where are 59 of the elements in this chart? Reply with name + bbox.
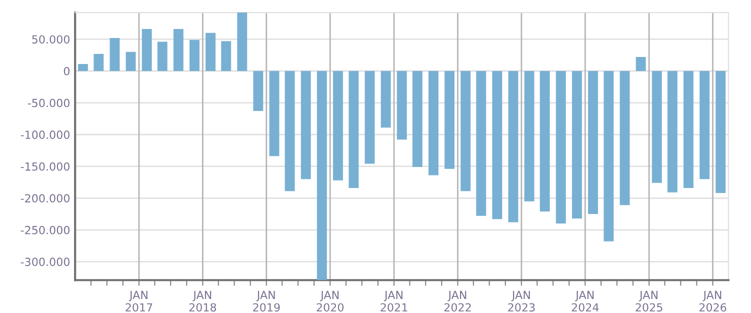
bar	[190, 40, 200, 71]
bar	[667, 71, 678, 192]
bar	[604, 71, 614, 242]
bar	[333, 71, 343, 180]
x-tick-label: JAN 2018	[189, 290, 216, 312]
x-tick-label: JAN 2023	[508, 290, 535, 312]
bar	[364, 71, 375, 164]
bar	[78, 64, 88, 71]
bar	[126, 52, 136, 71]
bar	[284, 71, 295, 192]
x-tick-label: JAN 2022	[444, 290, 471, 312]
y-tick-label: -100.000	[20, 130, 70, 139]
x-tick-label: JAN 2025	[636, 290, 662, 312]
bar	[94, 54, 104, 71]
bar	[524, 71, 534, 202]
bar	[428, 71, 438, 176]
bar	[110, 38, 120, 71]
bar	[444, 71, 454, 169]
x-tick-label: JAN 2017	[126, 290, 152, 312]
bar	[492, 71, 502, 220]
bar	[700, 71, 710, 180]
bar	[221, 41, 232, 71]
bar	[556, 71, 566, 224]
bar	[652, 71, 662, 183]
x-tick-label: JAN 2024	[572, 290, 599, 312]
bar	[684, 71, 694, 188]
x-tick-label: JAN 2026	[699, 290, 726, 312]
bar	[460, 71, 471, 192]
bar	[269, 71, 280, 156]
bar	[476, 71, 486, 216]
bar	[572, 71, 582, 218]
x-tick-label: JAN 2021	[380, 290, 408, 312]
bar	[253, 71, 264, 112]
x-tick-label: JAN 2020	[316, 290, 344, 312]
bar	[316, 71, 327, 280]
y-tick-label: -150.000	[20, 162, 70, 171]
bar	[300, 71, 311, 180]
y-tick-label: 0	[64, 66, 70, 76]
bar	[540, 71, 550, 212]
bar	[636, 57, 646, 71]
y-tick-label: -300.000	[20, 258, 70, 266]
bar	[237, 12, 248, 71]
bar	[620, 71, 630, 206]
bar	[348, 71, 359, 188]
bar	[396, 71, 407, 140]
bar	[716, 71, 726, 194]
y-tick-label: -50.000	[28, 98, 70, 108]
y-tick-label: -200.000	[20, 194, 70, 203]
bar	[412, 71, 422, 167]
y-tick-label: 50.000	[32, 35, 70, 44]
y-tick-label: -250.000	[20, 226, 70, 234]
bar	[588, 71, 598, 214]
bar	[157, 42, 168, 71]
bar	[508, 71, 518, 222]
bar	[173, 29, 184, 71]
bar	[206, 32, 216, 71]
bar	[142, 29, 152, 71]
bar	[380, 71, 391, 128]
x-tick-label: JAN 2019	[253, 290, 280, 312]
